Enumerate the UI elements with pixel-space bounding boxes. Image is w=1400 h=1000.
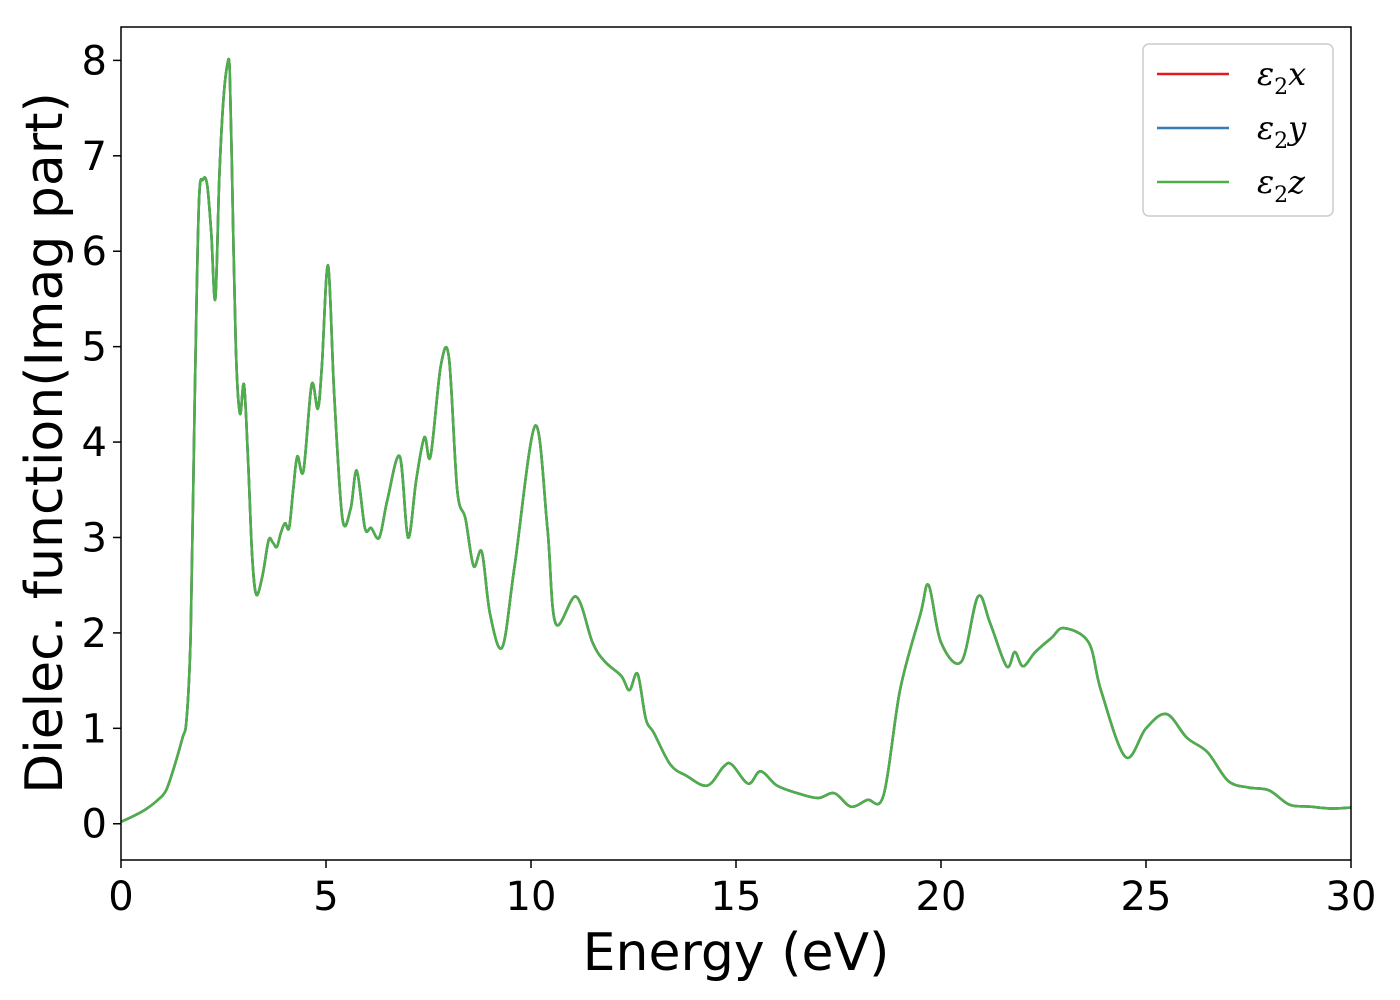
y-tick-label: 4 bbox=[82, 420, 107, 466]
x-tick-label: 0 bbox=[108, 874, 133, 920]
y-tick-label: 6 bbox=[82, 229, 107, 275]
series-line-2z bbox=[120, 57, 1352, 823]
x-tick-label: 20 bbox=[916, 874, 967, 920]
y-tick-label: 0 bbox=[82, 802, 107, 848]
x-axis-ticks: 0 5 10 15 20 25 30 bbox=[108, 860, 1376, 920]
x-tick-label: 5 bbox=[313, 874, 338, 920]
legend-label-2y: ε2y bbox=[1257, 109, 1307, 154]
x-axis-label: Energy (eV) bbox=[583, 923, 890, 983]
y-tick-label: 8 bbox=[82, 38, 107, 84]
y-axis-ticks: 0 1 2 3 4 5 6 7 8 bbox=[82, 38, 121, 848]
legend: ε2x ε2y ε2z bbox=[1142, 43, 1334, 217]
series-layer bbox=[120, 57, 1352, 823]
legend-label-2z: ε2z bbox=[1257, 163, 1306, 208]
y-tick-label: 2 bbox=[82, 611, 107, 657]
x-tick-label: 15 bbox=[711, 874, 762, 920]
y-tick-label: 3 bbox=[82, 515, 107, 561]
x-tick-label: 10 bbox=[506, 874, 557, 920]
x-tick-label: 30 bbox=[1326, 874, 1377, 920]
legend-box bbox=[1142, 43, 1334, 217]
y-tick-label: 1 bbox=[82, 706, 107, 752]
y-tick-label: 7 bbox=[82, 134, 107, 180]
y-tick-label: 5 bbox=[82, 325, 107, 371]
legend-label-2x: ε2x bbox=[1257, 55, 1306, 100]
x-tick-label: 25 bbox=[1121, 874, 1172, 920]
y-axis-label: Dielec. function(Imag part) bbox=[15, 92, 75, 794]
